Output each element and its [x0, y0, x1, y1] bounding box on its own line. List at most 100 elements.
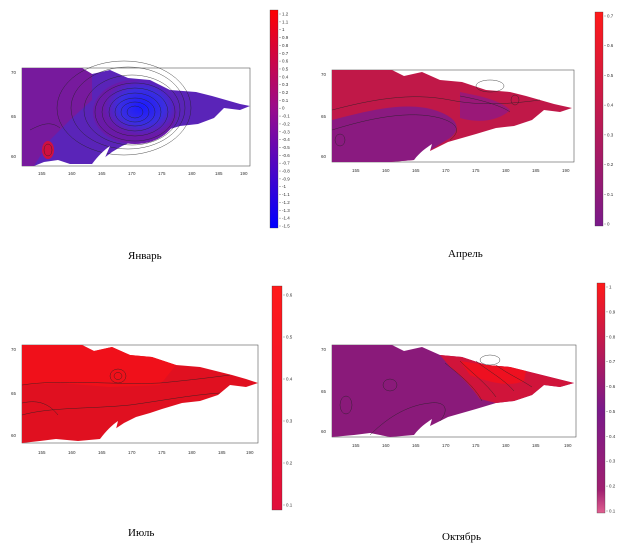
colorbar-tick-label: 0.5 [282, 66, 289, 71]
panel-january: 155 160 165 170 175 180 185 190 70 65 60… [0, 0, 310, 270]
x-tick: 155 [38, 450, 46, 455]
colorbar-tick-label: -0.5 [282, 145, 290, 150]
colorbar-tick-label: 0.9 [282, 35, 289, 40]
colorbar-tick-label: 0.1 [607, 192, 614, 197]
colorbar [271, 285, 283, 511]
colorbar-tick-label: 0.3 [282, 82, 289, 87]
x-tick: 170 [128, 450, 136, 455]
colorbar-ticks: 0.7 0.6 0.5 0.4 0.3 0.2 0.1 0 [604, 14, 614, 227]
colorbar-tick-label: -1.3 [282, 208, 290, 213]
colorbar-tick-label: 0 [282, 106, 285, 111]
colorbar-tick-label: 0.2 [286, 461, 293, 466]
colorbar-tick-label: 0.2 [282, 90, 289, 95]
x-tick: 160 [68, 171, 76, 176]
caption-july: Июль [128, 527, 155, 539]
colorbar-tick-label: -0.1 [282, 114, 290, 119]
x-tick: 175 [158, 171, 166, 176]
colorbar-tick-label: 0.3 [607, 132, 614, 137]
x-tick: 190 [564, 443, 572, 448]
x-tick: 190 [246, 450, 254, 455]
colorbar-tick-label: 0.8 [609, 334, 616, 339]
y-tick: 60 [321, 154, 327, 159]
colorbar-tick-label: -0.6 [282, 153, 290, 158]
colorbar-tick-label: 0.9 [609, 309, 616, 314]
x-tick: 175 [158, 450, 166, 455]
x-tick: 165 [98, 171, 106, 176]
colorbar [596, 282, 606, 514]
x-tick: 165 [98, 450, 106, 455]
colorbar-tick-label: 0.3 [609, 459, 616, 464]
x-tick: 170 [442, 168, 450, 173]
y-tick: 70 [321, 72, 327, 77]
x-tick: 170 [128, 171, 136, 176]
y-tick: 70 [11, 70, 17, 75]
caption-april: Апрель [448, 248, 483, 260]
colorbar-tick-label: -0.3 [282, 129, 290, 134]
y-tick: 65 [11, 391, 17, 396]
colorbar-tick-label: 0.6 [607, 43, 614, 48]
x-tick: 190 [240, 171, 248, 176]
x-tick: 155 [352, 443, 360, 448]
y-tick: 60 [321, 429, 327, 434]
colorbar-tick-label: 0.8 [282, 43, 289, 48]
x-tick: 160 [382, 168, 390, 173]
x-tick: 180 [188, 450, 196, 455]
y-tick: 65 [321, 389, 327, 394]
colorbar-tick-label: 0.7 [282, 51, 289, 56]
map-october: 155 160 165 170 175 180 185 190 70 65 60… [321, 282, 616, 514]
colorbar-tick-label: -0.8 [282, 169, 290, 174]
y-tick: 70 [321, 347, 327, 352]
colorbar-tick-label: 0.6 [282, 59, 289, 64]
y-tick: 60 [11, 154, 17, 159]
y-tick: 65 [11, 114, 17, 119]
colorbar-tick-label: 0.4 [607, 103, 614, 108]
x-tick: 185 [218, 450, 226, 455]
colorbar-tick-label: 0.3 [286, 419, 293, 424]
colorbar-tick-label: 0.6 [609, 384, 616, 389]
colorbar-tick-label: 0.1 [286, 503, 293, 508]
colorbar-tick-label: 0.4 [609, 434, 616, 439]
colorbar-tick-label: 0.4 [286, 377, 293, 382]
x-tick: 175 [472, 443, 480, 448]
colorbar [269, 9, 279, 229]
x-tick: 185 [215, 171, 223, 176]
y-tick: 65 [321, 114, 327, 119]
x-tick: 160 [68, 450, 76, 455]
colorbar-tick-label: -0.9 [282, 176, 290, 181]
y-axis-ticks: 70 65 60 [11, 70, 17, 159]
colorbar-tick-label: 0 [607, 222, 610, 227]
x-tick: 190 [562, 168, 570, 173]
colorbar-tick-label: -1.4 [282, 216, 290, 221]
colorbar-tick-label: 0.2 [607, 162, 614, 167]
colorbar-tick-label: 0.7 [609, 359, 616, 364]
colorbar-tick-label: -1.5 [282, 224, 290, 229]
x-tick: 170 [442, 443, 450, 448]
colorbar-tick-label: 1 [282, 27, 285, 32]
colorbar-tick-label: 1.1 [282, 19, 289, 24]
colorbar-tick-label: 0.6 [286, 293, 293, 298]
x-axis-ticks: 155 160 165 170 175 180 185 190 [38, 171, 248, 176]
colorbar-tick-label: -0.7 [282, 161, 290, 166]
panel-april: 155 160 165 170 175 180 185 190 70 65 60… [310, 0, 619, 270]
colorbar-tick-label: 0.4 [282, 74, 289, 79]
colorbar-tick-label: -1 [282, 184, 286, 189]
colorbar-tick-label: 0.5 [607, 73, 614, 78]
x-tick: 185 [532, 168, 540, 173]
x-tick: 155 [352, 168, 360, 173]
colorbar-tick-label: 0.1 [282, 98, 289, 103]
colorbar-ticks: 1 0.9 0.8 0.7 0.6 0.5 0.4 0.3 0.2 0.1 [606, 285, 616, 514]
x-tick: 180 [502, 443, 510, 448]
colorbar-tick-label: -1.1 [282, 192, 290, 197]
colorbar [594, 11, 604, 227]
x-tick: 180 [188, 171, 196, 176]
colorbar-tick-label: 0.5 [609, 409, 616, 414]
caption-january: Январь [128, 250, 162, 262]
colorbar-ticks: 1.2 1.1 1 0.9 0.8 0.7 0.6 0.5 0.4 0.3 0.2 0.1 0 -0.1 -… [279, 12, 290, 229]
x-tick: 175 [472, 168, 480, 173]
x-tick: 160 [382, 443, 390, 448]
colorbar-tick-label: 1 [609, 285, 612, 290]
colorbar-tick-label: 0.2 [609, 484, 616, 489]
x-tick: 155 [38, 171, 46, 176]
colorbar-tick-label: 0.1 [609, 509, 616, 514]
colorbar-ticks: 0.6 0.5 0.4 0.3 0.2 0.1 [283, 293, 293, 508]
